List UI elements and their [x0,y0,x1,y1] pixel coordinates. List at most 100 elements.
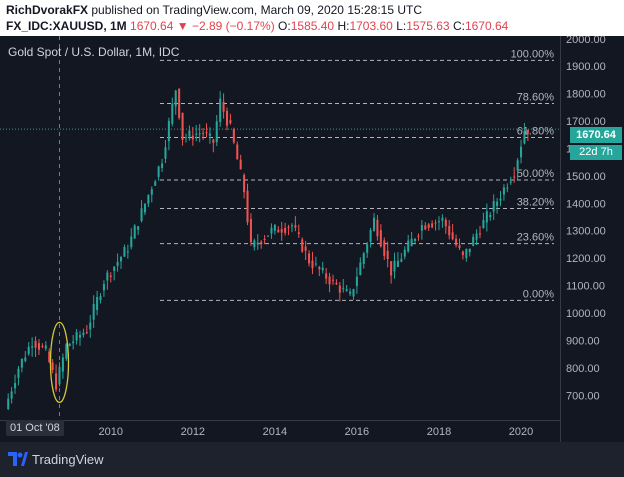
candle-body [171,103,174,124]
candle-body [328,276,331,285]
chart-title: Gold Spot / U.S. Dollar, 1M, IDC [8,45,180,59]
candle-body [424,225,427,230]
candle-body [229,120,232,124]
candle-body [290,225,293,227]
candle-body [126,251,129,253]
candle-body [314,263,317,265]
candle-body [48,351,51,362]
candle-body [65,344,68,359]
candle-body [335,282,338,285]
candle-body [68,343,71,346]
candle-body [437,221,440,223]
candle-body [202,132,205,134]
ohlc-low-value: 1575.63 [406,19,450,33]
fib-level-label: 100.00% [511,48,555,60]
candle-body [120,257,123,262]
candle-body [342,287,345,289]
candlestick-chart[interactable]: 700.00 800.00 900.00 1000.00 1100.00 1200.00 1… [0,36,624,442]
fib-level-label: 78.60% [517,91,555,103]
candle-body [154,181,157,186]
candle-body [253,240,256,248]
tradingview-logo-text[interactable]: TradingView [32,452,104,467]
candle-body [89,322,92,330]
candle-body [147,194,150,204]
candle-body [249,218,252,243]
candle-body [133,225,136,239]
price-tick-label: 1700.00 [566,116,606,128]
candle-body [184,137,188,139]
candle-body [143,203,146,213]
price-tick-label: 2000.00 [566,36,606,46]
candle-body [369,229,372,242]
fib-level-label: 38.20% [517,197,555,209]
candle-body [58,366,61,385]
candle-body [181,112,184,140]
candle-body [431,223,434,228]
candle-body [85,332,88,334]
candle-body [61,357,64,372]
footer-bar: TradingView [0,442,624,477]
candle-body [270,227,273,234]
candle-body [140,208,143,222]
candle-body [349,291,352,294]
published-text: published on TradingView.com, March 09, … [91,3,423,17]
candle-body [444,219,447,227]
ohlc-open-label: O: [278,19,291,33]
candle-body [304,246,307,251]
candle-body [458,245,461,249]
price-tick-label: 1800.00 [566,89,606,101]
candle-body [352,289,355,297]
candle-body [7,398,10,410]
price-tick-label: 1000.00 [566,308,606,320]
ohlc-close-value: 1670.64 [464,19,509,33]
candle-body [400,258,403,262]
candle-body [448,225,451,236]
candle-body [174,90,177,107]
candle-body [472,236,475,246]
candle-body [379,230,382,247]
candle-body [72,341,75,344]
candle-body [78,335,82,338]
candle-body [225,110,229,126]
candle-body [393,260,396,272]
candle-body [513,176,516,178]
candle-body [506,187,509,189]
candle-body [366,244,369,253]
last-price-badge: 1670.64 [570,127,622,143]
candle-body [468,248,471,253]
candle-body [461,251,464,256]
candle-body [311,260,314,269]
price-tick-label: 800.00 [566,363,600,375]
candle-body [478,233,482,235]
candle-body [297,232,300,234]
candle-body [205,132,208,134]
bar-countdown-badge: 22d 7h [570,145,622,160]
candle-body [499,198,502,201]
candle-body [263,238,266,240]
ohlc-low-label: L: [396,19,407,33]
ohlc-open-value: 1585.40 [290,19,335,33]
candle-body [188,130,191,137]
candle-body [451,232,454,240]
candle-body [482,220,485,228]
price-tick-label: 1500.00 [566,171,606,183]
candle-body [526,129,529,134]
candle-body [376,219,379,237]
candle-body [215,121,218,143]
chart-area[interactable]: 700.00 800.00 900.00 1000.00 1100.00 1200.00 1… [0,36,624,442]
candle-body [243,174,246,193]
candle-body [20,358,23,368]
candle-body [308,253,311,264]
author-name[interactable]: RichDvorakFX [6,3,89,17]
candle-body [318,267,321,270]
last-price: 1670.64 [130,19,174,33]
candle-body [267,235,270,237]
candle-body [31,346,34,348]
candle-body [321,267,324,271]
candle-body [198,133,201,135]
candle-body [167,120,170,142]
fib-level-label: 61.80% [517,125,555,137]
candle-body [51,362,54,371]
tradingview-logo-icon[interactable] [8,452,28,466]
candle-body [301,239,304,252]
